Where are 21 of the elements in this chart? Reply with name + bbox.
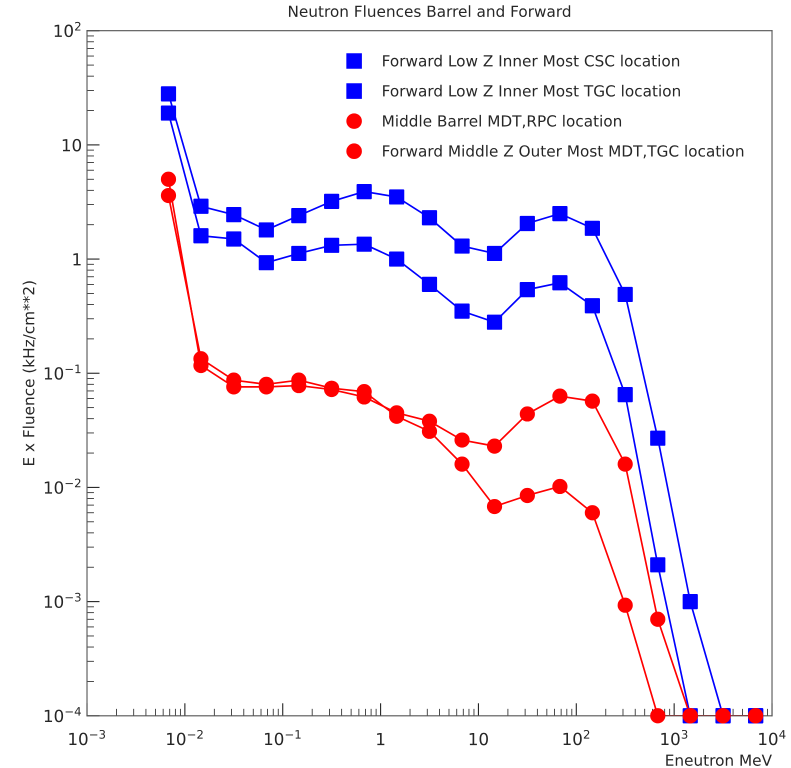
legend-label: Middle Barrel MDT,RPC location xyxy=(383,114,622,128)
chart-title: Neutron Fluences Barrel and Forward xyxy=(288,5,570,18)
y-axis-title: E x Fluence (kHz/cm**2) xyxy=(22,281,36,466)
y-tick-label: 10$^{−3}$ xyxy=(44,592,81,608)
x-axis-title: Eneutron MeV xyxy=(666,754,772,766)
x-tick-label: 10$^{2}$ xyxy=(563,730,590,746)
x-tick-label: 10$^{4}$ xyxy=(759,730,786,746)
y-tick-label: 1 xyxy=(73,253,81,266)
legend-label: Forward Low Z Inner Most TGC location xyxy=(383,84,680,97)
y-tick-label: 10 xyxy=(62,138,82,152)
y-tick-label: 10$^{−1}$ xyxy=(44,364,80,380)
x-tick-label: 10$^{3}$ xyxy=(661,730,688,746)
x-tick-label: 10$^{−1}$ xyxy=(264,730,301,746)
x-tick-label: 10$^{−2}$ xyxy=(167,730,203,746)
legend-label: Forward Low Z Inner Most CSC location xyxy=(383,54,680,67)
y-tick-label: 10$^{2}$ xyxy=(54,22,80,38)
legend-label: Forward Middle Z Outer Most MDT,TGC location xyxy=(383,144,744,158)
x-tick-label: 1 xyxy=(377,732,384,746)
y-tick-label: 10$^{−4}$ xyxy=(44,707,81,722)
y-tick-label: 10$^{−2}$ xyxy=(44,478,80,494)
x-tick-label: 10 xyxy=(470,732,488,746)
